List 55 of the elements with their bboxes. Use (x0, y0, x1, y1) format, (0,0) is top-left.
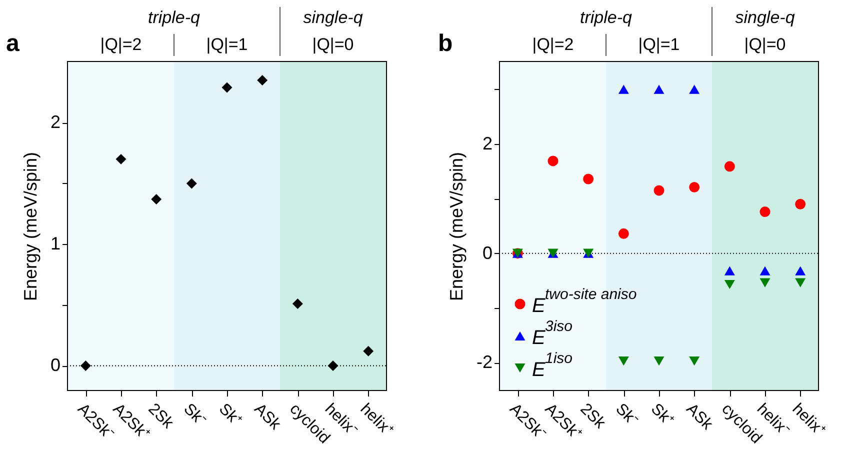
point (724, 280, 735, 290)
point (724, 161, 735, 172)
band-label: |Q|=0 (744, 35, 786, 54)
point (795, 278, 806, 288)
point (222, 82, 232, 93)
x-tick-label: Sk⁺ (647, 400, 676, 430)
text: single-q (735, 8, 796, 27)
point (689, 182, 700, 192)
point (363, 346, 374, 356)
point (151, 194, 162, 205)
point (760, 206, 770, 218)
y-tick-label: 2 (482, 134, 492, 154)
x-tick-label: ASk (682, 400, 716, 434)
y-tick-label: 0 (50, 355, 60, 376)
chart-title: a (6, 30, 20, 57)
y-tick-label: -2 (476, 352, 492, 372)
point (795, 266, 806, 276)
x-tick-label: Sk⁺ (215, 400, 244, 430)
point (724, 266, 735, 276)
chart-title: b (438, 30, 453, 57)
band-label: |Q|=1 (206, 35, 248, 54)
band-label: |Q|=2 (100, 35, 142, 54)
point (618, 84, 629, 94)
band-label: |Q|=1 (638, 35, 680, 54)
point (654, 185, 664, 196)
text: triple-q (148, 8, 201, 27)
point (760, 278, 770, 288)
point (795, 198, 806, 210)
point (116, 154, 126, 164)
point (292, 298, 303, 309)
point (689, 84, 700, 94)
band-label: |Q|=2 (532, 35, 574, 54)
y-tick-label: 1 (50, 234, 60, 254)
point (654, 356, 664, 366)
x-tick-label: ASk (250, 400, 284, 434)
point (654, 84, 664, 94)
y-tick-label: 2 (50, 112, 60, 132)
band-label: |Q|=0 (312, 35, 354, 54)
point (618, 356, 629, 366)
x-tick-label: Sk⁻ (180, 400, 209, 430)
point (760, 266, 770, 276)
point (328, 360, 338, 371)
text: triple-q (580, 8, 633, 27)
point (689, 356, 700, 366)
y-axis-title: Energy (meV/spin) (446, 152, 466, 302)
point (80, 360, 91, 371)
x-tick-label: Sk⁻ (612, 400, 641, 430)
y-axis-title: Energy (meV/spin) (20, 152, 40, 302)
point (548, 156, 558, 166)
y-tick-label: 0 (482, 242, 492, 263)
point (583, 174, 594, 184)
point (257, 74, 268, 86)
point (618, 228, 629, 239)
text: single-q (303, 8, 364, 27)
point (186, 178, 197, 189)
